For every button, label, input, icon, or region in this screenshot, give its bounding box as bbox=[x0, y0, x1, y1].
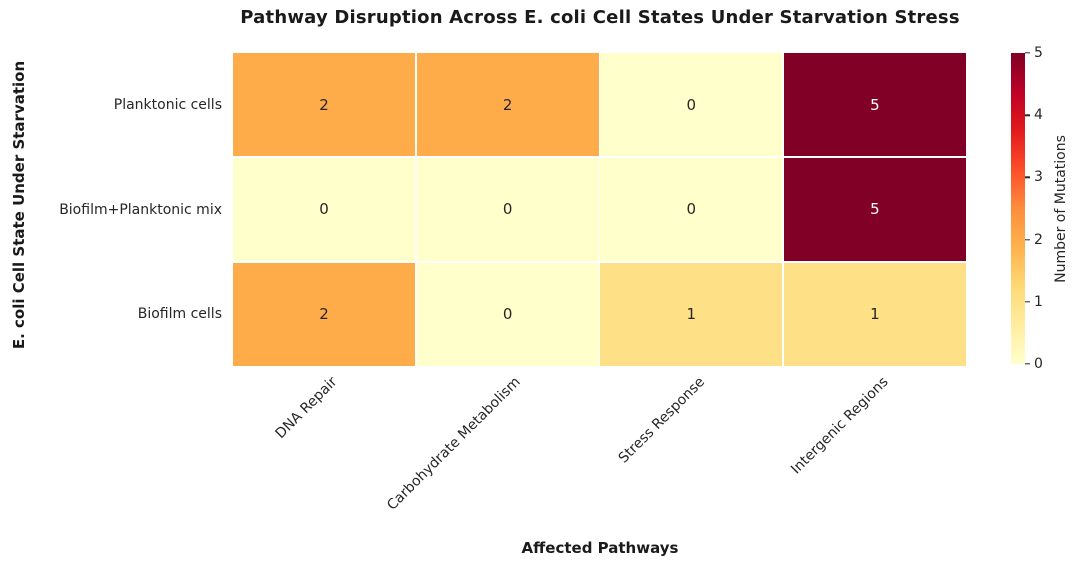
chart-title: Pathway Disruption Across E. coli Cell S… bbox=[240, 7, 960, 28]
colorbar-label: Number of Mutations bbox=[1053, 135, 1069, 283]
heatmap-cell: 1 bbox=[783, 262, 966, 366]
colorbar-tick-mark bbox=[1025, 363, 1030, 365]
x-tick-label: DNA Repair bbox=[272, 374, 341, 442]
colorbar-tick-mark bbox=[1025, 301, 1030, 303]
x-tick-label: Intergenic Regions bbox=[787, 374, 892, 478]
heatmap-cell: 0 bbox=[416, 157, 599, 262]
heatmap-cell: 0 bbox=[233, 157, 416, 262]
heatmap-cell: 5 bbox=[783, 53, 966, 157]
colorbar-tick-mark bbox=[1025, 176, 1030, 179]
y-tick-label: Biofilm cells bbox=[137, 306, 222, 323]
colorbar-tick-label: 5 bbox=[1034, 45, 1043, 61]
heatmap-cell: 2 bbox=[233, 53, 416, 157]
y-tick-label: Biofilm+Planktonic mix bbox=[59, 201, 222, 218]
heatmap-cell: 0 bbox=[600, 53, 783, 157]
heatmap-cell: 1 bbox=[600, 262, 783, 366]
colorbar-tick-label: 0 bbox=[1034, 356, 1043, 372]
heatmap-cell: 0 bbox=[600, 157, 783, 262]
colorbar-tick-mark bbox=[1025, 52, 1030, 54]
heatmap-cell: 5 bbox=[783, 157, 966, 262]
heatmap-cell: 2 bbox=[233, 262, 416, 366]
heatmap-cell: 0 bbox=[416, 262, 599, 366]
colorbar-tick-mark bbox=[1025, 238, 1030, 241]
colorbar-tick-label: 2 bbox=[1034, 231, 1043, 248]
colorbar bbox=[1011, 53, 1025, 364]
y-tick-label: Planktonic cells bbox=[113, 96, 222, 113]
colorbar-tick-mark bbox=[1025, 114, 1030, 116]
x-tick-label: Stress Response bbox=[615, 374, 708, 467]
x-axis-label: Affected Pathways bbox=[521, 539, 679, 557]
x-tick-label: Carbohydrate Metabolism bbox=[384, 374, 525, 514]
colorbar-tick-label: 1 bbox=[1034, 293, 1043, 310]
heatmap-cell: 2 bbox=[416, 53, 599, 157]
colorbar-tick-label: 3 bbox=[1034, 169, 1043, 186]
colorbar-tick-label: 4 bbox=[1034, 107, 1043, 124]
